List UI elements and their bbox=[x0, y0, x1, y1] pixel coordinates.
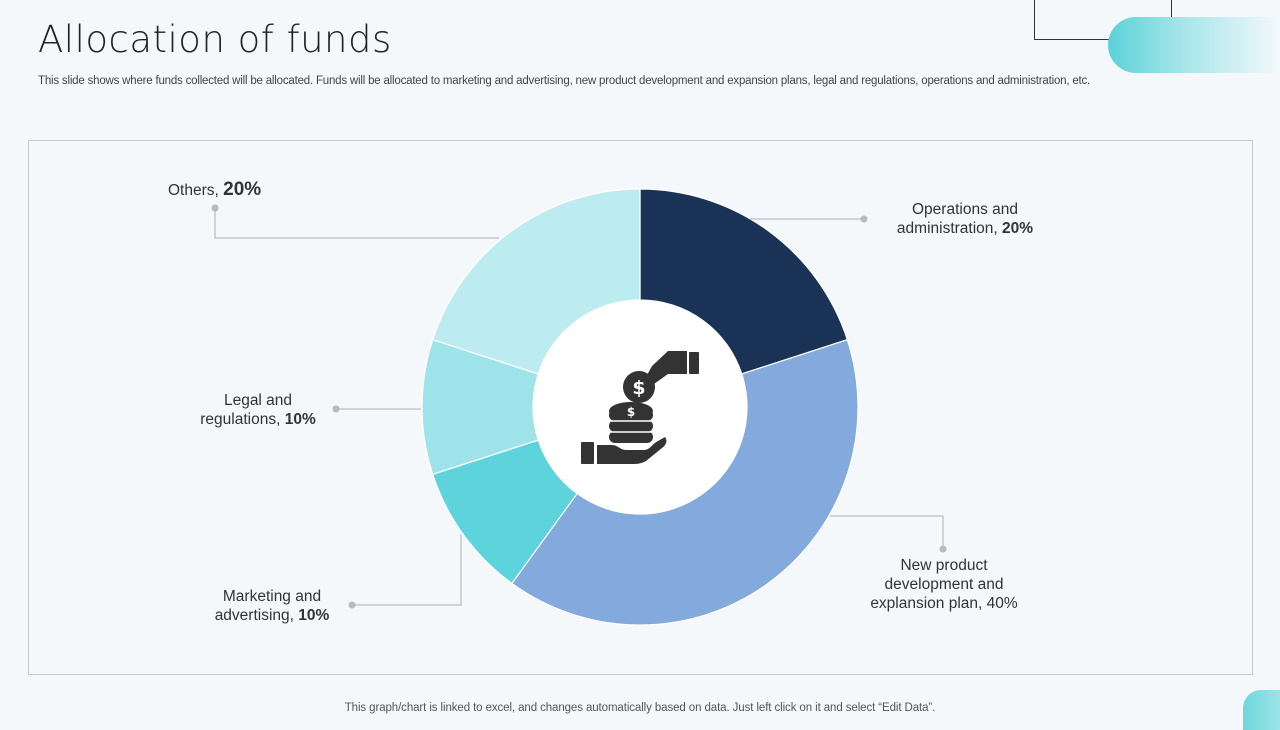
leader-others-line bbox=[214, 208, 499, 239]
leader-new-product-line bbox=[830, 515, 944, 549]
leader-others-dot bbox=[211, 204, 219, 212]
leader-marketing-line bbox=[352, 534, 462, 606]
page-subtitle: This slide shows where funds collected w… bbox=[38, 75, 1091, 87]
svg-text:$: $ bbox=[627, 405, 635, 419]
chart-frame bbox=[28, 140, 1253, 675]
corner-decoration bbox=[1243, 690, 1280, 730]
page-title: Allocation of funds bbox=[38, 18, 392, 61]
footer-note: This graph/chart is linked to excel, and… bbox=[344, 702, 936, 714]
label-others: Others, 20% bbox=[168, 179, 262, 200]
hand-coins-icon: $ $ bbox=[581, 351, 699, 464]
svg-text:$: $ bbox=[632, 377, 645, 399]
leader-new-product-dot bbox=[939, 545, 947, 553]
label-legal: Legal and regulations, 10% bbox=[200, 392, 316, 428]
label-new-product: New product development and explansion p… bbox=[870, 557, 1018, 612]
label-marketing: Marketing and advertising, 10% bbox=[214, 588, 330, 624]
header-decoration-pill bbox=[1108, 17, 1280, 73]
leader-operations-dot bbox=[860, 215, 868, 223]
leader-marketing-dot bbox=[348, 601, 356, 609]
leader-legal-dot bbox=[332, 405, 340, 413]
label-operations: Operations and administration, 20% bbox=[896, 201, 1034, 237]
